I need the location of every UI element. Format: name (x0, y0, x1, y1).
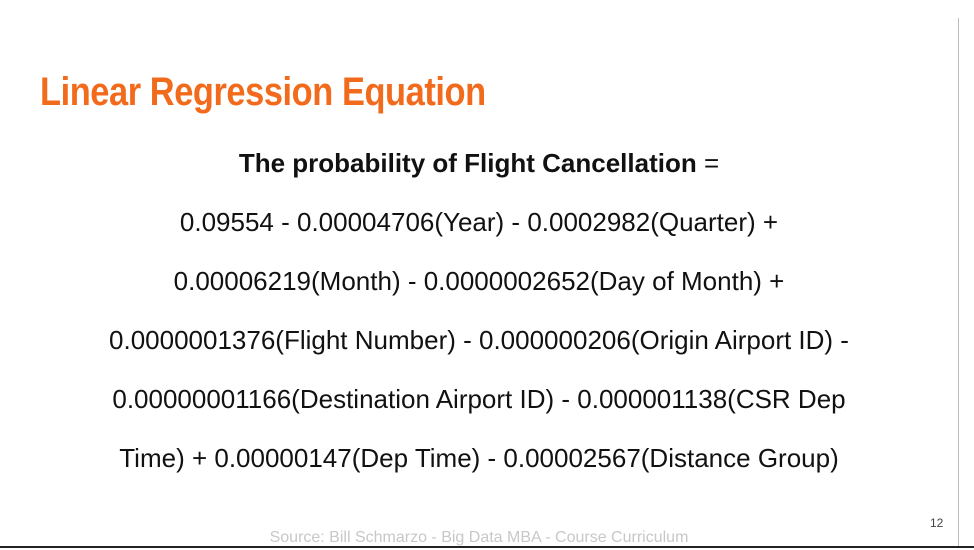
page-number: 12 (930, 516, 944, 530)
equals-sign: = (703, 148, 720, 178)
equation-line: Time) + 0.00000147(Dep Time) - 0.0000256… (119, 443, 839, 473)
slide-title: Linear Regression Equation (40, 70, 486, 114)
equation-line: 0.09554 - 0.00004706(Year) - 0.0002982(Q… (179, 207, 779, 237)
equation-line: 0.00000001166(Destination Airport ID) - … (112, 384, 846, 414)
equation-heading: The probability of Flight Cancellation = (0, 148, 958, 179)
equation-line: 0.0000001376(Flight Number) - 0.00000020… (109, 325, 849, 355)
equation-line: 0.00006219(Month) - 0.0000002652(Day of … (173, 266, 785, 296)
source-note: Source: Bill Schmarzo - Big Data MBA - C… (269, 529, 689, 546)
heading-text: The probability of Flight Cancellation (238, 148, 697, 178)
slide-border (958, 18, 959, 548)
slide-border (0, 546, 974, 548)
